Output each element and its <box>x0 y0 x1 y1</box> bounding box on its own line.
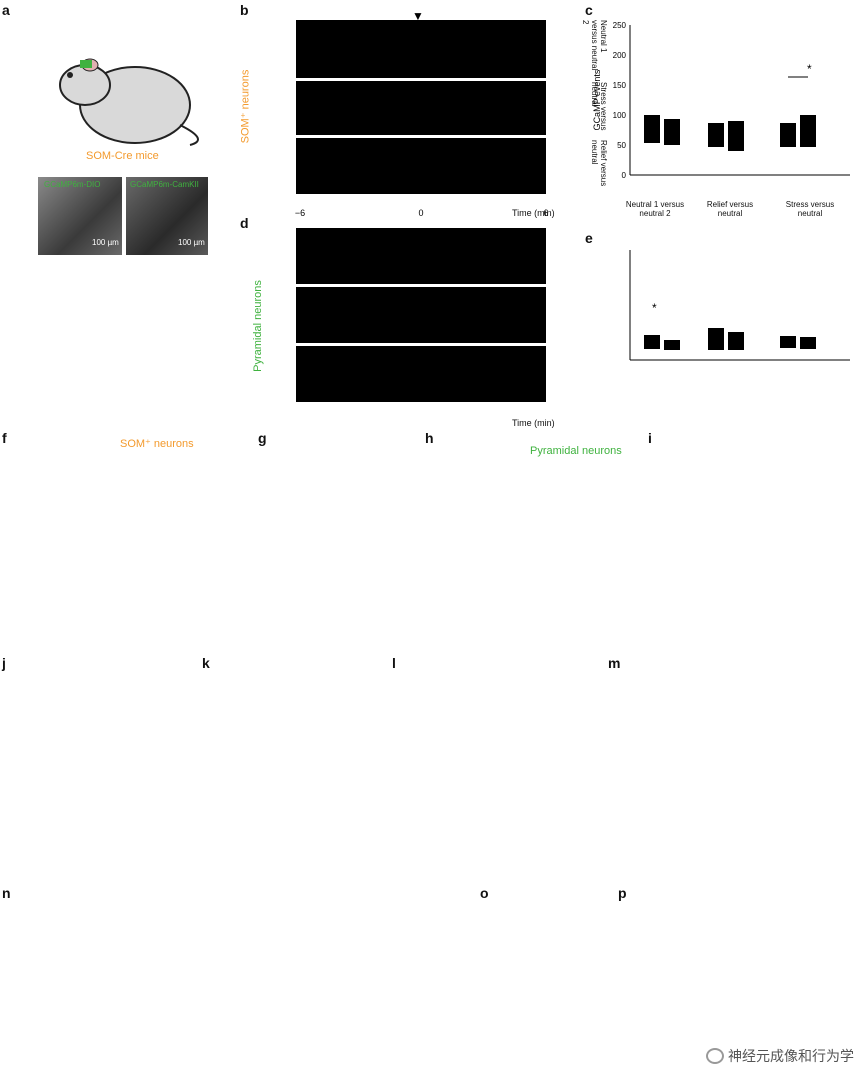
panel-b-letter: b <box>240 2 249 18</box>
b-row-label-2: Stress versus neutral <box>590 82 608 131</box>
panel-b-xlabel: Time (min) <box>512 208 555 218</box>
svg-text:150: 150 <box>613 81 627 90</box>
panel-f-letter: f <box>2 430 7 446</box>
panel-p-letter: p <box>618 885 627 901</box>
panel-l-letter: l <box>392 655 396 671</box>
panel-e-letter: e <box>585 230 593 246</box>
svg-text:*: * <box>807 62 812 76</box>
panel-c-letter: c <box>585 2 593 18</box>
c-group-3: Stress versus neutral <box>785 200 835 218</box>
panel-h-letter: h <box>425 430 434 446</box>
wechat-icon <box>706 1048 724 1064</box>
svg-text:▼: ▼ <box>412 10 424 23</box>
panel-j-letter: j <box>2 655 6 671</box>
raster-d-2 <box>296 287 546 343</box>
svg-text:*: * <box>652 301 657 315</box>
svg-text:0: 0 <box>418 208 423 218</box>
raster-b-2 <box>296 81 546 135</box>
panel-b-group-label: SOM⁺ neurons <box>239 69 252 144</box>
micrograph-2-label: GCaMP6m-CamKII <box>130 180 199 189</box>
c-group-1: Neutral 1 versus neutral 2 <box>625 200 685 218</box>
svg-text:200: 200 <box>613 51 627 60</box>
scale-bar-label-2: 100 µm <box>178 238 205 247</box>
micrograph-1 <box>38 177 122 255</box>
c-group-2: Relief versus neutral <box>706 200 754 218</box>
panel-h-title: Pyramidal neurons <box>530 445 622 457</box>
svg-text:0: 0 <box>622 171 627 180</box>
panel-i-letter: i <box>648 430 652 446</box>
mouse-illustration <box>59 58 199 146</box>
panel-o-letter: o <box>480 885 489 901</box>
raster-b-1 <box>296 20 546 78</box>
svg-text:100: 100 <box>613 111 627 120</box>
watermark-text: 神经元成像和行为学 <box>728 1048 854 1064</box>
b-row-label-1: Neutral 1 versus neutral 2 <box>581 20 608 71</box>
svg-text:−6: −6 <box>295 208 305 218</box>
svg-text:250: 250 <box>613 21 627 30</box>
panel-a-letter: a <box>2 2 10 18</box>
raster-d-3 <box>296 346 546 402</box>
scale-bar-label-1: 100 µm <box>92 238 119 247</box>
mouse-label: SOM-Cre mice <box>86 150 159 162</box>
panel-f-title: SOM⁺ neurons <box>120 438 194 450</box>
panel-g-letter: g <box>258 430 267 446</box>
panel-d-group-label: Pyramidal neurons <box>251 280 264 372</box>
panel-b-axes: ▼ −6 0 6 <box>295 10 549 218</box>
svg-text:50: 50 <box>617 141 626 150</box>
svg-text:GCaMP events: GCaMP events <box>592 69 602 130</box>
panel-d-letter: d <box>240 215 249 231</box>
svg-text:6: 6 <box>543 208 548 218</box>
raster-d-1 <box>296 228 546 284</box>
raster-b-3 <box>296 138 546 194</box>
panel-d-xlabel: Time (min) <box>512 418 555 428</box>
b-row-label-3: Relief versus neutral <box>590 140 608 187</box>
panel-e-chart: * <box>629 250 850 361</box>
micrograph-2 <box>126 177 208 255</box>
watermark: 神经元成像和行为学 <box>706 1046 854 1066</box>
panel-m-letter: m <box>608 655 621 671</box>
panel-n-letter: n <box>2 885 11 901</box>
panel-c-chart: 0 50 100 150 200 250 GCaMP events * <box>592 21 850 180</box>
micrograph-1-label: GCaMP6m-DIO <box>44 180 101 189</box>
panel-k-letter: k <box>202 655 210 671</box>
